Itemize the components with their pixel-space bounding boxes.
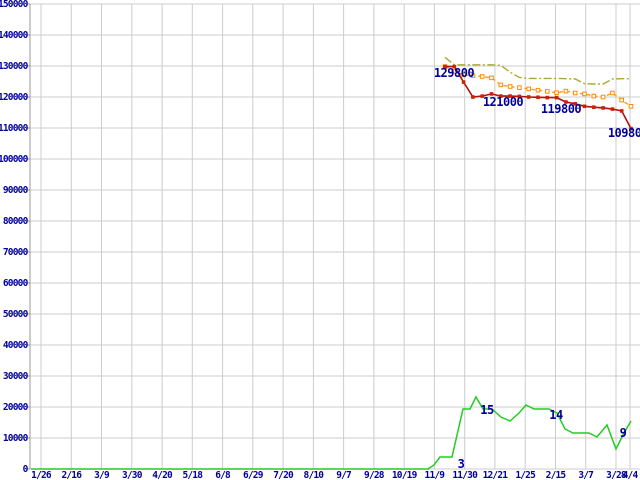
average-price-marker: [610, 90, 615, 96]
average-price-marker: [572, 90, 578, 96]
lowest-price-marker: [554, 95, 559, 100]
average-price-marker: [452, 69, 457, 74]
value-annotation: 129800: [434, 66, 475, 80]
y-axis-label: 100000: [0, 154, 29, 165]
average-price-marker: [507, 84, 513, 89]
lowest-price-marker: [443, 64, 447, 69]
store-count-series: [31, 395, 632, 470]
y-axis-label: 10000: [3, 433, 29, 444]
x-axis-label: 3/30: [122, 470, 143, 480]
x-axis-label: 3/28: [606, 470, 627, 480]
y-axis-label: 120000: [0, 92, 29, 103]
x-axis-label: 5/18: [182, 470, 203, 480]
x-axis-label: 3/7: [578, 470, 593, 480]
lowest-price-marker: [471, 95, 475, 99]
average-price-marker: [591, 93, 597, 99]
value-annotation: 109800: [608, 126, 640, 140]
lowest-price-marker: [601, 106, 605, 110]
value-annotations: 129800 121000 119800 109800 3 15 14 9: [434, 66, 640, 471]
x-axis-label: 9/7: [336, 470, 351, 480]
y-axis-label: 50000: [3, 309, 29, 320]
average-price-marker: [582, 91, 587, 97]
lowest-price-marker: [545, 95, 550, 100]
y-axis-label: 40000: [3, 340, 29, 351]
average-price-marker: [470, 73, 476, 78]
lowest-price-marker: [517, 94, 522, 99]
x-axis-label: 4/4: [623, 470, 639, 480]
average-price-marker: [461, 72, 466, 78]
x-axis-label: 11/9: [425, 470, 446, 480]
y-axis-labels: 0 10000 20000 30000 40000 50000 60000 70000 8000…: [0, 0, 29, 475]
average-price-marker: [554, 90, 559, 96]
x-axis-label: 3/9: [94, 470, 110, 480]
average-price-marker: [563, 88, 569, 94]
x-axis-label: 1/26: [31, 470, 52, 480]
y-axis-label: 80000: [3, 216, 29, 227]
y-axis-label: 60000: [3, 278, 29, 289]
x-axis-label: 1/25: [515, 470, 536, 480]
value-annotation: 15: [480, 403, 494, 417]
lowest-price-marker: [573, 102, 577, 106]
average-price-marker: [545, 89, 550, 94]
average-price-marker: [619, 97, 625, 103]
lowest-price-marker: [629, 126, 633, 131]
average-price-marker: [498, 82, 504, 88]
lowest-price-marker: [582, 104, 587, 109]
x-axis-label: 7/20: [273, 470, 294, 480]
lowest-price-marker: [452, 64, 457, 69]
x-axis-label: 9/28: [364, 470, 385, 480]
lowest-price-marker: [489, 92, 494, 96]
y-axis-label: 150000: [0, 0, 29, 10]
y-axis-label: 20000: [3, 402, 29, 413]
y-axis-label: 70000: [3, 247, 29, 258]
average-price-marker: [489, 75, 494, 81]
average-price-series: [442, 64, 634, 109]
lowest-price-marker: [564, 100, 568, 104]
average-price-marker: [479, 74, 485, 79]
x-axis-label: 8/10: [304, 470, 325, 480]
average-price-marker: [600, 94, 606, 100]
value-annotation: 119800: [541, 102, 582, 116]
y-axis-label: 140000: [0, 30, 29, 41]
x-axis-label: 4/20: [152, 470, 173, 480]
lowest-price-marker: [526, 95, 531, 99]
x-axis-label: 10/19: [392, 470, 418, 480]
lowest-price-marker: [461, 80, 466, 84]
y-axis-label: 0: [23, 464, 29, 475]
lowest-price-series: [443, 64, 633, 131]
value-annotation: 9: [620, 426, 627, 440]
lowest-price-marker: [508, 94, 512, 98]
x-axis-label: 2/15: [546, 470, 567, 480]
x-axis-label: 11/30: [452, 470, 478, 480]
lowest-price-marker: [592, 105, 596, 109]
store-count-line: [31, 395, 632, 470]
y-axis-label: 90000: [3, 185, 29, 196]
lowest-price-marker: [619, 109, 624, 113]
lowest-price-marker: [610, 107, 615, 111]
highest-price-series: [444, 56, 631, 85]
x-axis-labels: 1/26 2/16 3/9 3/30 4/20 5/18 6/8 6/29 7/20 8/10 9/…: [31, 470, 639, 480]
y-axis-label: 30000: [3, 371, 29, 382]
x-axis-label: 6/29: [243, 470, 264, 480]
average-price-marker: [628, 104, 634, 109]
value-annotation: 3: [458, 457, 465, 471]
lowest-price-marker: [536, 95, 540, 100]
average-price-marker: [535, 87, 541, 93]
average-price-marker: [517, 85, 522, 91]
grid-lines: [30, 3, 640, 470]
average-price-marker: [526, 86, 532, 92]
lowest-price-marker: [499, 94, 503, 98]
value-annotation: 14: [549, 408, 563, 422]
x-axis-label: 2/16: [61, 470, 82, 480]
x-axis-label: 12/21: [483, 470, 509, 480]
y-axis: [26, 3, 31, 470]
lowest-price-marker: [480, 94, 484, 98]
x-axis-label: 6/8: [215, 470, 231, 480]
y-axis-label: 110000: [0, 123, 29, 134]
value-annotation: 121000: [483, 95, 524, 109]
y-axis-label: 130000: [0, 61, 29, 72]
highest-price-line: [444, 56, 631, 85]
